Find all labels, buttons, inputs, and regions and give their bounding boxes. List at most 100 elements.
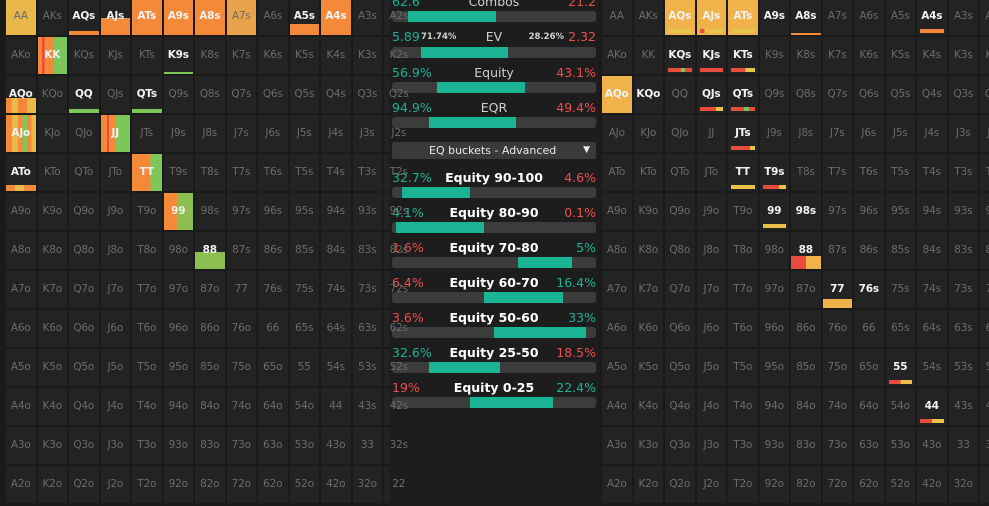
left-hand-cell-J5o[interactable]: J5o	[99, 348, 131, 387]
right-hand-cell-T9o[interactable]: T9o	[727, 192, 759, 231]
right-hand-cell-KQs[interactable]: KQs	[664, 36, 696, 75]
left-hand-cell-65o[interactable]: 65o	[257, 348, 289, 387]
right-hand-cell-AJo[interactable]: AJo	[601, 114, 633, 153]
right-hand-cell-74s[interactable]: 74s	[916, 270, 948, 309]
left-hand-cell-K5s[interactable]: K5s	[288, 36, 320, 75]
right-hand-cell-QTo[interactable]: QTo	[664, 153, 696, 192]
left-hand-cell-62o[interactable]: 62o	[257, 465, 289, 504]
right-hand-cell-J7o[interactable]: J7o	[695, 270, 727, 309]
left-hand-cell-T5o[interactable]: T5o	[131, 348, 163, 387]
right-hand-cell-QTs[interactable]: QTs	[727, 75, 759, 114]
left-hand-cell-T7o[interactable]: T7o	[131, 270, 163, 309]
right-hand-cell-76s[interactable]: 76s	[853, 270, 885, 309]
left-hand-cell-66[interactable]: 66	[257, 309, 289, 348]
right-hand-cell-J4s[interactable]: J4s	[916, 114, 948, 153]
left-hand-cell-J8o[interactable]: J8o	[99, 231, 131, 270]
left-hand-cell-K7s[interactable]: K7s	[225, 36, 257, 75]
right-hand-cell-Q3o[interactable]: Q3o	[664, 426, 696, 465]
left-hand-cell-J9s[interactable]: J9s	[162, 114, 194, 153]
right-hand-cell-85s[interactable]: 85s	[884, 231, 916, 270]
left-hand-cell-43o[interactable]: 43o	[320, 426, 352, 465]
right-hand-cell-Q2o[interactable]: Q2o	[664, 465, 696, 504]
left-hand-cell-96o[interactable]: 96o	[162, 309, 194, 348]
left-hand-cell-32o[interactable]: 32o	[351, 465, 383, 504]
right-hand-cell-75s[interactable]: 75s	[884, 270, 916, 309]
left-hand-cell-QTo[interactable]: QTo	[68, 153, 100, 192]
right-hand-cell-JTs[interactable]: JTs	[727, 114, 759, 153]
right-hand-cell-A5o[interactable]: A5o	[601, 348, 633, 387]
left-hand-cell-63o[interactable]: 63o	[257, 426, 289, 465]
right-hand-cell-72s[interactable]: 72s	[979, 270, 989, 309]
right-hand-cell-A8o[interactable]: A8o	[601, 231, 633, 270]
right-hand-cell-A8s[interactable]: A8s	[790, 0, 822, 36]
right-hand-cell-T3o[interactable]: T3o	[727, 426, 759, 465]
left-hand-cell-74s[interactable]: 74s	[320, 270, 352, 309]
right-hand-cell-A2s[interactable]: A2s	[979, 0, 989, 36]
right-hand-cell-99[interactable]: 99	[758, 192, 790, 231]
right-hand-cell-22[interactable]: 22	[979, 465, 989, 504]
left-hand-cell-Q5o[interactable]: Q5o	[68, 348, 100, 387]
right-hand-cell-JJ[interactable]: JJ	[695, 114, 727, 153]
right-hand-cell-63o[interactable]: 63o	[853, 426, 885, 465]
left-hand-cell-KTs[interactable]: KTs	[131, 36, 163, 75]
right-hand-cell-K6s[interactable]: K6s	[853, 36, 885, 75]
right-hand-cell-K3o[interactable]: K3o	[632, 426, 664, 465]
left-hand-cell-JTs[interactable]: JTs	[131, 114, 163, 153]
left-hand-cell-A3s[interactable]: A3s	[351, 0, 383, 36]
right-hand-cell-K7o[interactable]: K7o	[632, 270, 664, 309]
right-hand-cell-T4o[interactable]: T4o	[727, 387, 759, 426]
left-hand-cell-Q3o[interactable]: Q3o	[68, 426, 100, 465]
left-hand-cell-97o[interactable]: 97o	[162, 270, 194, 309]
left-hand-cell-94o[interactable]: 94o	[162, 387, 194, 426]
right-hand-cell-K9s[interactable]: K9s	[758, 36, 790, 75]
left-hand-cell-T5s[interactable]: T5s	[288, 153, 320, 192]
left-hand-cell-K6o[interactable]: K6o	[36, 309, 68, 348]
right-hand-cell-QQ[interactable]: QQ	[664, 75, 696, 114]
right-hand-cell-AQs[interactable]: AQs	[664, 0, 696, 36]
right-hand-cell-K7s[interactable]: K7s	[821, 36, 853, 75]
right-hand-cell-T4s[interactable]: T4s	[916, 153, 948, 192]
left-hand-cell-J3s[interactable]: J3s	[351, 114, 383, 153]
left-hand-cell-98o[interactable]: 98o	[162, 231, 194, 270]
left-hand-cell-84s[interactable]: 84s	[320, 231, 352, 270]
right-hand-cell-52o[interactable]: 52o	[884, 465, 916, 504]
right-hand-cell-96o[interactable]: 96o	[758, 309, 790, 348]
left-hand-cell-K4s[interactable]: K4s	[320, 36, 352, 75]
right-hand-cell-Q7o[interactable]: Q7o	[664, 270, 696, 309]
right-hand-cell-92o[interactable]: 92o	[758, 465, 790, 504]
right-hand-cell-J2s[interactable]: J2s	[979, 114, 989, 153]
left-hand-cell-54o[interactable]: 54o	[288, 387, 320, 426]
left-hand-cell-92o[interactable]: 92o	[162, 465, 194, 504]
right-hand-cell-J3o[interactable]: J3o	[695, 426, 727, 465]
left-hand-cell-T6o[interactable]: T6o	[131, 309, 163, 348]
left-hand-cell-AA[interactable]: AA	[5, 0, 37, 36]
left-hand-cell-K3o[interactable]: K3o	[36, 426, 68, 465]
right-hand-cell-98s[interactable]: 98s	[790, 192, 822, 231]
right-hand-cell-A3o[interactable]: A3o	[601, 426, 633, 465]
left-hand-cell-J3o[interactable]: J3o	[99, 426, 131, 465]
right-hand-cell-K8o[interactable]: K8o	[632, 231, 664, 270]
left-hand-cell-KJs[interactable]: KJs	[99, 36, 131, 75]
right-hand-cell-95s[interactable]: 95s	[884, 192, 916, 231]
left-hand-cell-44[interactable]: 44	[320, 387, 352, 426]
right-hand-cell-84o[interactable]: 84o	[790, 387, 822, 426]
right-hand-cell-93s[interactable]: 93s	[947, 192, 979, 231]
left-hand-cell-64s[interactable]: 64s	[320, 309, 352, 348]
right-hand-cell-A7o[interactable]: A7o	[601, 270, 633, 309]
left-hand-cell-T2o[interactable]: T2o	[131, 465, 163, 504]
left-hand-cell-J5s[interactable]: J5s	[288, 114, 320, 153]
right-hand-cell-KQo[interactable]: KQo	[632, 75, 664, 114]
right-hand-cell-76o[interactable]: 76o	[821, 309, 853, 348]
right-hand-cell-AQo[interactable]: AQo	[601, 75, 633, 114]
left-hand-cell-T3s[interactable]: T3s	[351, 153, 383, 192]
left-hand-cell-Q7o[interactable]: Q7o	[68, 270, 100, 309]
right-hand-cell-75o[interactable]: 75o	[821, 348, 853, 387]
left-hand-cell-J7o[interactable]: J7o	[99, 270, 131, 309]
left-hand-cell-Q8s[interactable]: Q8s	[194, 75, 226, 114]
left-hand-cell-93o[interactable]: 93o	[162, 426, 194, 465]
left-hand-cell-QJo[interactable]: QJo	[68, 114, 100, 153]
right-hand-cell-Q7s[interactable]: Q7s	[821, 75, 853, 114]
right-hand-cell-J5s[interactable]: J5s	[884, 114, 916, 153]
left-hand-cell-Q7s[interactable]: Q7s	[225, 75, 257, 114]
right-hand-cell-Q8o[interactable]: Q8o	[664, 231, 696, 270]
